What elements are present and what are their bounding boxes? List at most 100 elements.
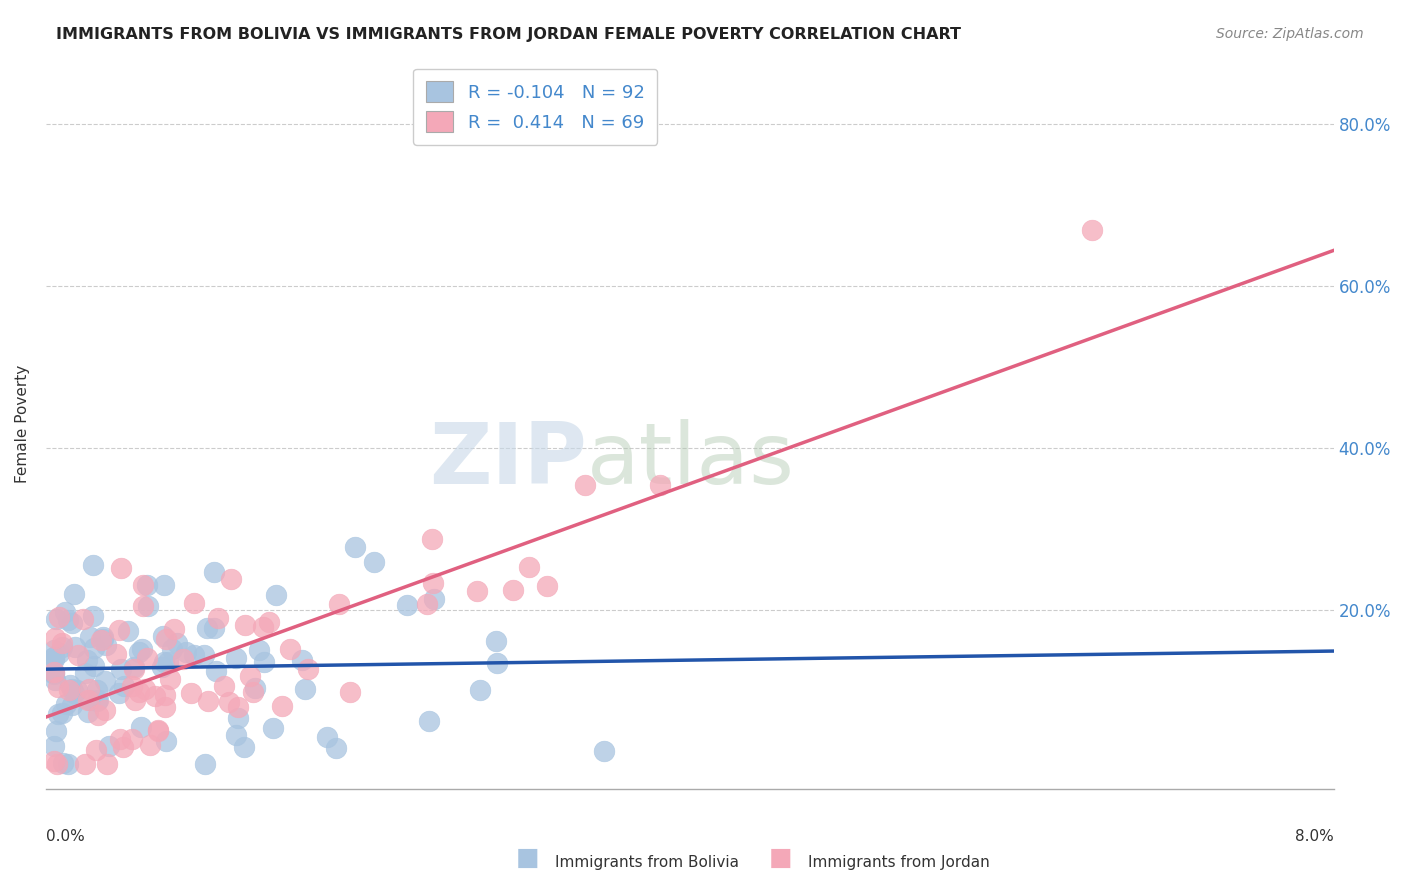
Point xyxy=(93,674,115,689)
Point xyxy=(325,741,347,756)
Point xyxy=(117,624,139,638)
Text: ZIP: ZIP xyxy=(429,419,586,502)
Point xyxy=(110,732,132,747)
Point xyxy=(212,679,235,693)
Point xyxy=(42,754,65,768)
Point xyxy=(63,640,86,655)
Point xyxy=(107,686,129,700)
Point xyxy=(42,666,65,681)
Point xyxy=(91,630,114,644)
Y-axis label: Female Poverty: Female Poverty xyxy=(15,365,30,483)
Point xyxy=(153,655,176,669)
Point xyxy=(233,740,256,755)
Point xyxy=(66,648,89,662)
Point xyxy=(110,561,132,575)
Point xyxy=(139,739,162,753)
Point xyxy=(485,633,508,648)
Point xyxy=(226,711,249,725)
Point xyxy=(163,623,186,637)
Point xyxy=(339,684,361,698)
Point xyxy=(160,642,183,657)
Point xyxy=(146,723,169,737)
Point xyxy=(132,599,155,613)
Point xyxy=(45,612,67,626)
Point xyxy=(294,681,316,696)
Point xyxy=(252,655,274,669)
Point xyxy=(124,662,146,676)
Point xyxy=(422,591,444,606)
Point xyxy=(416,597,439,611)
Point xyxy=(174,645,197,659)
Point xyxy=(55,697,77,711)
Point xyxy=(87,708,110,723)
Point xyxy=(132,578,155,592)
Point xyxy=(58,682,80,697)
Point xyxy=(278,642,301,657)
Text: IMMIGRANTS FROM BOLIVIA VS IMMIGRANTS FROM JORDAN FEMALE POVERTY CORRELATION CHA: IMMIGRANTS FROM BOLIVIA VS IMMIGRANTS FR… xyxy=(56,27,962,42)
Point xyxy=(574,478,596,492)
Point xyxy=(134,681,156,696)
Point xyxy=(51,706,73,721)
Point xyxy=(44,673,66,687)
Point xyxy=(420,532,443,546)
Point xyxy=(63,685,86,699)
Point xyxy=(150,659,173,673)
Point xyxy=(42,650,65,665)
Point xyxy=(418,714,440,728)
Point xyxy=(122,660,145,674)
Point xyxy=(45,724,67,739)
Point xyxy=(172,652,194,666)
Text: ■: ■ xyxy=(516,846,538,870)
Point xyxy=(396,598,419,612)
Point xyxy=(328,597,350,611)
Point xyxy=(159,672,181,686)
Text: 0.0%: 0.0% xyxy=(46,829,84,844)
Point xyxy=(502,583,524,598)
Point xyxy=(46,757,69,772)
Point xyxy=(155,734,177,748)
Point xyxy=(110,662,132,676)
Point xyxy=(297,662,319,676)
Point xyxy=(73,666,96,681)
Point xyxy=(96,757,118,772)
Point xyxy=(108,623,131,637)
Point xyxy=(48,610,70,624)
Point xyxy=(131,641,153,656)
Point xyxy=(593,744,616,758)
Point xyxy=(52,756,75,770)
Point xyxy=(59,678,82,692)
Point xyxy=(42,667,65,681)
Point xyxy=(112,739,135,754)
Point xyxy=(468,682,491,697)
Point xyxy=(262,721,284,735)
Point xyxy=(465,583,488,598)
Point xyxy=(98,739,121,753)
Point xyxy=(136,651,159,665)
Point xyxy=(270,699,292,714)
Point xyxy=(56,757,79,772)
Point xyxy=(51,640,73,654)
Point xyxy=(1081,222,1104,236)
Point xyxy=(135,578,157,592)
Point xyxy=(42,649,65,664)
Point xyxy=(517,560,540,574)
Point xyxy=(363,555,385,569)
Point xyxy=(195,621,218,635)
Point xyxy=(233,618,256,632)
Point xyxy=(79,693,101,707)
Point xyxy=(155,699,177,714)
Point xyxy=(128,685,150,699)
Point xyxy=(82,558,104,572)
Point xyxy=(239,669,262,683)
Point xyxy=(225,728,247,742)
Point xyxy=(146,724,169,739)
Point xyxy=(83,658,105,673)
Point xyxy=(82,608,104,623)
Point xyxy=(344,540,367,554)
Point xyxy=(197,694,219,708)
Legend: R = -0.104   N = 92, R =  0.414   N = 69: R = -0.104 N = 92, R = 0.414 N = 69 xyxy=(413,69,657,145)
Point xyxy=(77,682,100,697)
Point xyxy=(83,641,105,656)
Point xyxy=(219,572,242,586)
Point xyxy=(166,636,188,650)
